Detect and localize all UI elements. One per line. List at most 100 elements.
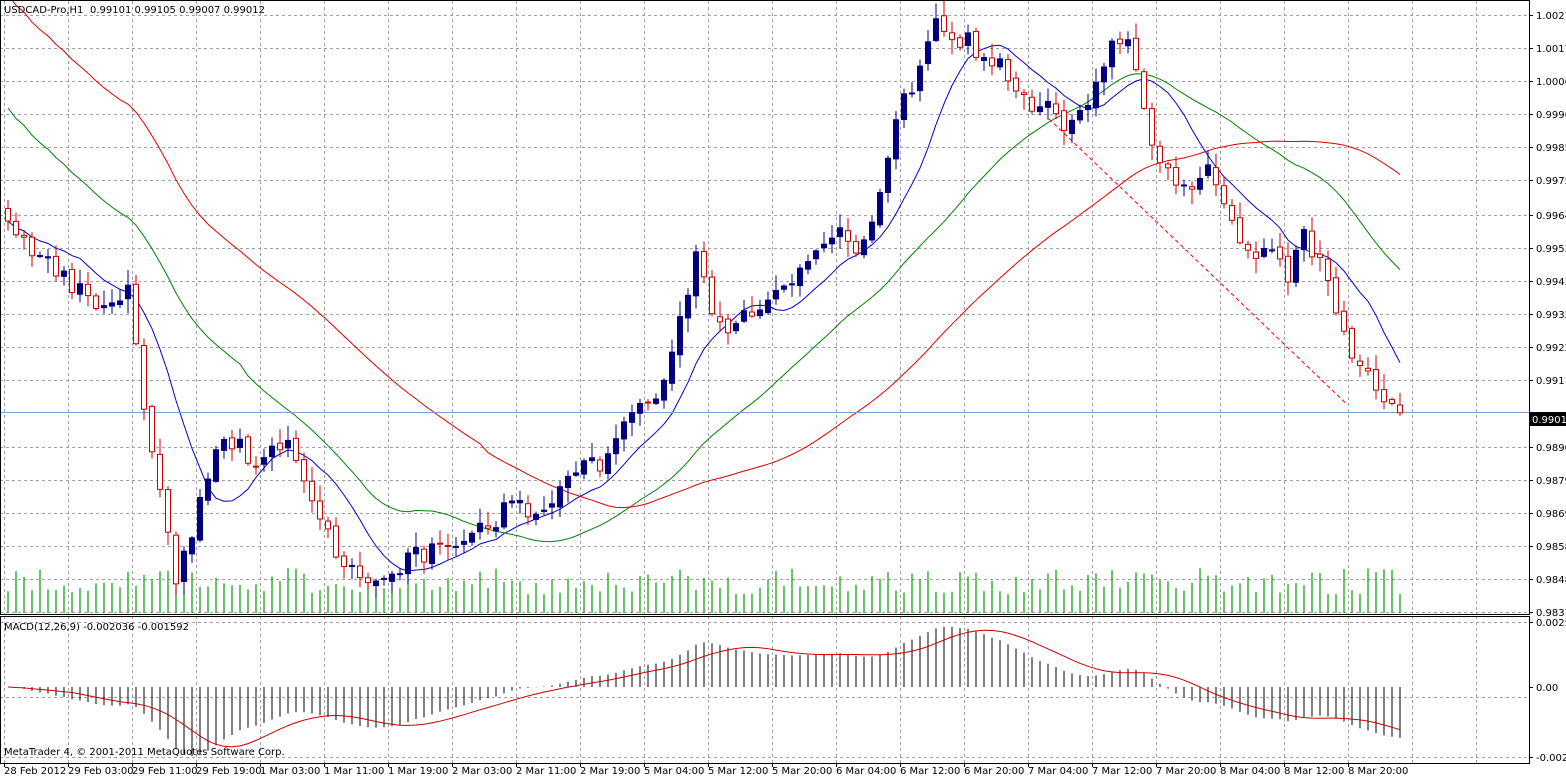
candle-body <box>653 398 659 404</box>
candle-body <box>1245 243 1251 251</box>
candle-body <box>101 305 107 309</box>
current-price-tag <box>1530 412 1566 426</box>
y-tick-label: 0.98375 <box>1536 608 1566 619</box>
candle-body <box>933 18 939 42</box>
x-tick-label: 6 Mar 12:00 <box>900 766 960 777</box>
candle-body <box>1357 360 1363 366</box>
candle-body <box>909 92 915 95</box>
candle-body <box>1317 253 1323 258</box>
candle-body <box>869 221 875 241</box>
candle-body <box>669 351 675 384</box>
candle-body <box>1301 229 1307 251</box>
candle-body <box>1325 258 1331 281</box>
candle-body <box>37 255 43 258</box>
y-tick-label: 0.98585 <box>1536 542 1566 553</box>
candle-body <box>597 459 603 472</box>
candle-body <box>21 234 27 238</box>
candle-body <box>237 438 243 448</box>
candle-body <box>661 379 667 401</box>
candle-body <box>189 537 195 555</box>
candle-body <box>557 486 563 508</box>
candle-body <box>1149 108 1155 146</box>
candle-body <box>269 445 275 458</box>
y-tick-label: 0.98795 <box>1536 476 1566 487</box>
candle-body <box>1157 145 1163 164</box>
candle-body <box>789 283 795 286</box>
candle-body <box>1229 205 1235 221</box>
x-tick-label: 28 Feb 2012 <box>4 766 66 777</box>
candle-body <box>1125 39 1131 47</box>
candle-body <box>45 256 51 259</box>
candle-body <box>605 453 611 475</box>
candle-body <box>685 294 691 319</box>
candle-body <box>109 302 115 307</box>
y-tick-label: 0.99430 <box>1536 277 1566 288</box>
candle-body <box>413 546 419 555</box>
y-tick-label: 1.00275 <box>1536 11 1566 22</box>
candle-body <box>1213 167 1219 186</box>
candle-body <box>333 525 339 558</box>
candle-body <box>61 270 67 277</box>
candle-body <box>357 565 363 579</box>
candle-body <box>677 316 683 356</box>
candle-body <box>485 525 491 529</box>
candle-body <box>637 402 643 414</box>
y-tick-label: 0.98690 <box>1536 509 1566 520</box>
candle-body <box>325 520 331 530</box>
x-tick-label: 7 Mar 20:00 <box>1156 766 1216 777</box>
candle-body <box>1061 110 1067 131</box>
candle-body <box>973 30 979 58</box>
copyright-label: MetaTrader 4, © 2001-2011 MetaQuotes Sof… <box>4 747 285 758</box>
candle-body <box>1389 399 1395 404</box>
candle-body <box>1053 103 1059 115</box>
candle-body <box>573 472 579 476</box>
candle-body <box>1133 37 1139 71</box>
candle-body <box>1093 81 1099 109</box>
candle-body <box>1381 389 1387 403</box>
candle-body <box>317 500 323 520</box>
candle-body <box>453 545 459 548</box>
candle-body <box>829 237 835 245</box>
macd-histogram <box>7 626 1401 757</box>
candle-body <box>837 227 843 238</box>
candle-body <box>1261 247 1267 257</box>
x-tick-label: 29 Feb 19:00 <box>196 766 262 777</box>
y-tick-label: 0.99855 <box>1536 143 1566 154</box>
candle-body <box>373 580 379 587</box>
candle-body <box>437 542 443 545</box>
candle-body <box>709 276 715 315</box>
candle-body <box>701 250 707 278</box>
x-tick-label: 8 Mar 20:00 <box>1348 766 1408 777</box>
candle-body <box>117 300 123 306</box>
candle-body <box>229 437 235 450</box>
candlesticks <box>5 0 1403 598</box>
x-tick-label: 8 Mar 12:00 <box>1284 766 1344 777</box>
x-tick-label: 2 Mar 19:00 <box>580 766 640 777</box>
candle-body <box>1341 310 1347 332</box>
candle-body <box>125 284 131 300</box>
candle-body <box>261 457 267 465</box>
candle-body <box>85 283 91 297</box>
y-tick-label: 0.99535 <box>1536 244 1566 255</box>
current-price-tag-label: 0.99012 <box>1532 415 1566 426</box>
candle-body <box>949 32 955 41</box>
candle-body <box>1085 104 1091 111</box>
candle-body <box>421 548 427 563</box>
candle-body <box>493 527 499 532</box>
candle-body <box>221 438 227 451</box>
candle-body <box>365 577 371 584</box>
candle-body <box>1365 367 1371 372</box>
candle-body <box>725 318 731 334</box>
candle-body <box>469 532 475 543</box>
x-tick-label: 29 Feb 11:00 <box>132 766 198 777</box>
x-tick-label: 8 Mar 04:00 <box>1220 766 1280 777</box>
candle-body <box>5 207 11 222</box>
candle-body <box>461 540 467 545</box>
candle-body <box>1037 106 1043 113</box>
x-tick-label: 6 Mar 04:00 <box>836 766 896 777</box>
candle-body <box>285 439 291 449</box>
